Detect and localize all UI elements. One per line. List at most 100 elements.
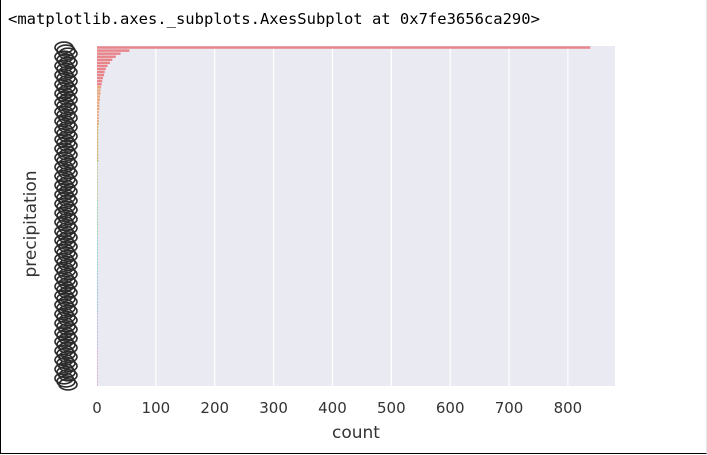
bar: [97, 64, 108, 68]
y-tick-label-mark: [58, 378, 78, 391]
bar: [97, 52, 121, 55]
bar: [97, 303, 98, 307]
bar: [97, 86, 102, 89]
bar: [97, 122, 99, 126]
y-tick-label-mark: [58, 249, 78, 263]
bar: [97, 162, 98, 166]
bar: [97, 300, 98, 303]
bar: [97, 95, 100, 98]
bar: [97, 272, 98, 276]
bar: [97, 104, 100, 107]
bar: [97, 355, 98, 359]
bar: [97, 132, 99, 135]
bar: [97, 340, 98, 343]
bar: [97, 141, 99, 144]
bar: [97, 159, 99, 163]
bar: [97, 98, 100, 101]
bar: [97, 202, 98, 205]
y-tick-label-mark: [58, 258, 78, 272]
plot-background: [97, 46, 615, 386]
y-tick-label-mark: [58, 286, 78, 299]
bar: [97, 312, 98, 316]
bar: [97, 138, 99, 141]
bar: [97, 291, 98, 294]
bar: [97, 67, 106, 71]
x-tick-label: 100: [142, 399, 171, 417]
y-tick-label-mark: [58, 368, 78, 382]
bar: [97, 178, 98, 181]
bar: [97, 334, 98, 337]
bar: [97, 153, 99, 156]
y-tick-label-mark: [58, 350, 78, 364]
y-tick-label-mark: [58, 130, 78, 143]
bar: [97, 147, 99, 150]
y-tick-label-mark: [58, 212, 78, 226]
y-tick-label-mark: [58, 277, 78, 290]
bar: [97, 309, 98, 313]
x-tick-label: 600: [436, 399, 465, 417]
bar: [97, 101, 100, 104]
bar: [97, 193, 98, 196]
bar: [97, 361, 98, 365]
bar: [97, 55, 116, 58]
y-tick-label-mark: [58, 221, 78, 235]
bar: [97, 297, 98, 300]
y-tick-label-mark: [58, 47, 78, 60]
bar: [97, 236, 98, 239]
y-tick-label-mark: [58, 176, 78, 189]
bar: [97, 318, 98, 322]
y-tick-label-mark: [58, 323, 78, 336]
bar: [97, 242, 98, 245]
bar: [97, 343, 98, 346]
bar: [97, 184, 98, 187]
y-tick-label-mark: [58, 166, 78, 180]
x-tick-label: 700: [495, 399, 524, 417]
bar: [97, 321, 98, 325]
bar: [97, 168, 98, 172]
bar: [97, 227, 98, 230]
output-repr-text: <matplotlib.axes._subplots.AxesSubplot a…: [8, 10, 540, 28]
bar: [97, 208, 98, 212]
bar: [97, 325, 98, 328]
y-tick-label-mark: [58, 295, 78, 309]
y-tick-label-mark: [58, 93, 78, 106]
bar: [97, 279, 98, 282]
y-tick-label-mark: [58, 102, 78, 116]
y-tick-label-mark: [58, 74, 78, 88]
bar: [97, 70, 105, 74]
bar: [97, 107, 100, 111]
bar: [97, 248, 98, 251]
y-tick-label-mark: [58, 313, 78, 327]
bar: [97, 113, 99, 117]
bar: [97, 358, 98, 362]
bar: [97, 156, 99, 160]
bar: [97, 245, 98, 248]
bar: [97, 370, 98, 374]
bar: [97, 196, 98, 199]
bar: [97, 380, 98, 383]
bar: [97, 337, 98, 340]
y-tick-label-mark: [58, 185, 78, 198]
bar: [97, 364, 98, 368]
bar: [97, 89, 101, 92]
bar: [97, 144, 99, 147]
bar: [97, 187, 98, 190]
y-tick-label-mark: [58, 111, 78, 125]
y-tick-label-mark: [58, 157, 78, 171]
bar: [97, 46, 591, 49]
y-tick-label-mark: [58, 231, 78, 244]
x-tick-labels: 0 100 200 300 400 500 600 700 800: [92, 399, 582, 417]
bar: [97, 58, 113, 62]
y-tick-label-mark: [58, 359, 78, 373]
bar: [97, 83, 102, 86]
bar: [97, 269, 98, 273]
bar: [97, 260, 98, 264]
bar: [97, 251, 98, 254]
bar: [97, 306, 98, 310]
bar: [97, 135, 99, 138]
bar: [97, 110, 99, 114]
bar: [97, 76, 103, 80]
bar: [97, 282, 98, 285]
y-tick-label-mark: [58, 120, 78, 134]
